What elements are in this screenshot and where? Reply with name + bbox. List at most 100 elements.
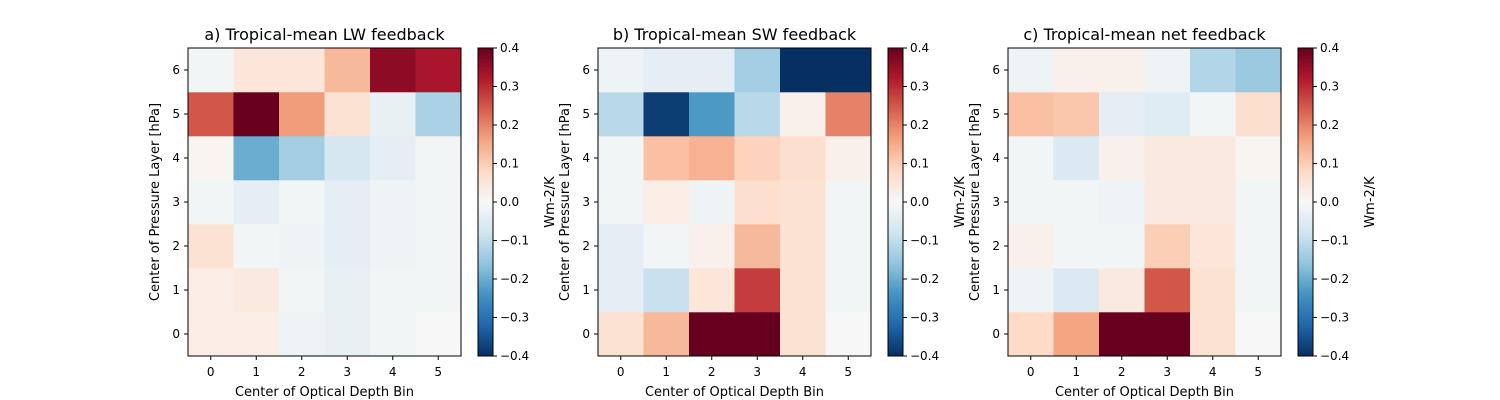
heatmap-cell-3-0 [188,180,234,225]
y-tick-label: 1 [992,283,1000,297]
heatmap-cell-1-4 [780,268,826,313]
heatmap-cell-0-4 [370,312,416,357]
y-tick-label: 3 [582,195,590,209]
x-tick-label: 5 [844,365,852,379]
x-axis-label: Center of Optical Depth Bin [645,385,824,400]
y-tick-label: 5 [582,107,590,121]
x-tick-label: 4 [1209,365,1217,379]
colorbar-tick-label: 0.2 [910,118,929,132]
colorbar-tick-label: 0.1 [910,157,929,171]
heatmap-cell-5-4 [1190,92,1236,137]
y-tick-label: 3 [992,195,1000,209]
heatmap-cell-2-2 [689,224,735,269]
heatmap-cell-4-5 [415,136,462,181]
heatmap-cell-5-1 [643,92,690,137]
heatmap-cell-2-2 [279,224,325,269]
heatmap-cell-6-2 [1099,48,1145,93]
colorbar-tick-label: −0.2 [910,272,939,286]
heatmap-cell-1-4 [1190,268,1236,313]
y-axis-label: Center of Pressure Layer [hPa] [558,103,573,301]
heatmap-cell-1-2 [1099,268,1145,313]
heatmap-cell-1-5 [415,268,462,313]
heatmap-cell-4-4 [780,136,826,181]
heatmap-cell-5-4 [370,92,416,137]
colorbar-tick-label: −0.3 [1320,311,1349,325]
heatmap-cell-2-2 [1099,224,1145,269]
heatmap-cell-4-4 [1190,136,1236,181]
heatmap-cell-1-4 [370,268,416,313]
colorbar-tick-label: −0.3 [500,311,529,325]
heatmap-cell-3-2 [279,180,325,225]
heatmap-panel-1: 0 1 2 3 4 5 0 1 2 3 4 5 6 b) Tropical-mean SW feedbac… [558,25,968,400]
heatmap-cell-5-2 [1099,92,1145,137]
colorbar-label: Wm-2/K [1363,176,1378,228]
heatmap-cell-2-4 [1190,224,1236,269]
heatmap-cell-6-4 [370,48,416,93]
heatmap-cell-1-1 [1053,268,1100,313]
heatmap-cell-3-2 [1099,180,1145,225]
heatmap-cell-1-3 [1144,268,1191,313]
heatmap-cell-1-5 [1235,268,1282,313]
heatmap-cell-1-0 [1008,268,1054,313]
x-tick-label: 4 [799,365,807,379]
y-tick-label: 6 [582,63,590,77]
x-tick-label: 3 [753,365,761,379]
x-tick-label: 2 [708,365,716,379]
heatmap-cell-6-3 [324,48,371,93]
heatmap-cell-5-0 [1008,92,1054,137]
heatmap-cell-0-3 [324,312,371,357]
heatmap-cell-3-5 [1235,180,1282,225]
x-tick-label: 1 [662,365,670,379]
x-tick-label: 0 [1027,365,1035,379]
y-tick-label: 4 [992,151,1000,165]
heatmap-cell-6-5 [825,48,872,93]
heatmap-cell-3-5 [415,180,462,225]
y-tick-label: 3 [172,195,180,209]
colorbar-tick-label: 0.0 [910,195,929,209]
heatmap-cell-0-5 [825,312,872,357]
colorbar-tick-label: −0.1 [1320,234,1349,248]
x-tick-label: 3 [343,365,351,379]
x-tick-label: 1 [1072,365,1080,379]
heatmap-cell-0-2 [689,312,735,357]
heatmap-cell-4-3 [734,136,781,181]
heatmap-cell-2-0 [1008,224,1054,269]
x-tick-label: 5 [1254,365,1262,379]
heatmap-cell-2-3 [324,224,371,269]
heatmap-cell-5-0 [188,92,234,137]
heatmap-cell-5-1 [233,92,280,137]
colorbar [477,47,494,357]
x-tick-label: 1 [252,365,260,379]
colorbar [1297,47,1314,357]
colorbar-label: Wm-2/K [543,176,558,228]
colorbar-tick-label: 0.2 [1320,118,1339,132]
colorbar-tick-label: −0.4 [910,349,939,363]
heatmap-cell-4-3 [324,136,371,181]
colorbar-label: Wm-2/K [953,176,968,228]
heatmap-cell-0-0 [1008,312,1054,357]
heatmap-cell-0-5 [415,312,462,357]
x-tick-label: 0 [207,365,215,379]
y-axis-label: Center of Pressure Layer [hPa] [968,103,983,301]
heatmap-cell-4-2 [689,136,735,181]
heatmap-cell-3-3 [734,180,781,225]
heatmap-cell-3-1 [643,180,690,225]
heatmap-cell-5-5 [415,92,462,137]
heatmap-cell-4-1 [233,136,280,181]
colorbar-tick-label: 0.4 [1320,41,1339,55]
x-tick-label: 4 [389,365,397,379]
heatmap-panel-2: 0 1 2 3 4 5 0 1 2 3 4 5 6 c) Tropical-mean net feedba… [968,25,1378,400]
heatmap-cell-4-3 [1144,136,1191,181]
heatmap-cell-1-0 [188,268,234,313]
x-tick-label: 2 [1118,365,1126,379]
colorbar-tick-label: 0.0 [500,195,519,209]
heatmap-cell-3-0 [1008,180,1054,225]
heatmap-cell-1-2 [689,268,735,313]
colorbar-tick-label: 0.3 [1320,80,1339,94]
heatmap-cell-4-4 [370,136,416,181]
heatmap-cell-2-5 [825,224,872,269]
y-tick-label: 2 [992,239,1000,253]
y-tick-label: 5 [172,107,180,121]
heatmap-cell-4-5 [825,136,872,181]
heatmap-cell-1-0 [598,268,644,313]
